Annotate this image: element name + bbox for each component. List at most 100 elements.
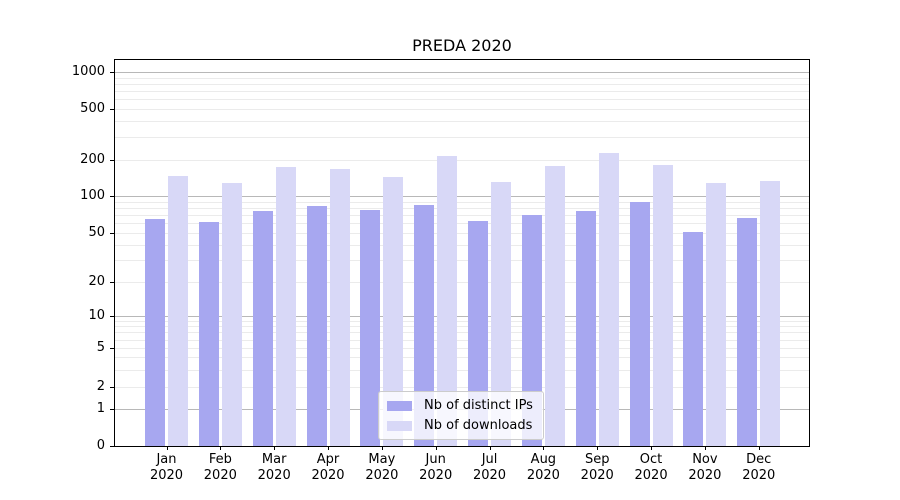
x-tick-label: Feb 2020	[188, 452, 252, 484]
legend-entry-distinct-ips: Nb of distinct IPs	[387, 398, 533, 413]
bar-downloads-oct	[652, 165, 673, 446]
plot-area	[114, 59, 810, 447]
y-tick-mark	[110, 316, 114, 317]
x-tick-year: 2020	[419, 468, 453, 483]
x-tick-year: 2020	[311, 468, 345, 483]
bar-distinct-ips-aug	[521, 215, 542, 446]
bar-downloads-jun	[437, 155, 458, 446]
y-tick-mark	[110, 72, 114, 73]
gridline-minor	[115, 348, 809, 349]
x-tick-month: Feb	[208, 452, 232, 467]
bar-downloads-mar	[275, 167, 296, 446]
x-tick-year: 2020	[688, 468, 722, 483]
gridline-minor	[115, 160, 809, 161]
bar-downloads-feb	[221, 182, 242, 446]
bar-downloads-jul	[491, 181, 512, 446]
x-tick-mark	[328, 446, 330, 450]
y-tick-label: 0	[96, 438, 105, 453]
gridline-minor	[115, 83, 809, 85]
x-tick-month: Dec	[746, 452, 772, 467]
gridline-minor	[115, 215, 809, 217]
gridline-minor	[115, 109, 809, 110]
bar-distinct-ips-jul	[468, 220, 489, 446]
gridline-minor	[115, 77, 809, 79]
bar-distinct-ips-feb	[198, 221, 219, 446]
gridline-minor	[115, 233, 809, 234]
y-tick-mark	[110, 348, 114, 349]
y-tick-label: 20	[88, 274, 105, 289]
y-tick-mark	[110, 160, 114, 161]
gridline-minor	[115, 91, 809, 93]
x-tick-label: Jul 2020	[458, 452, 522, 484]
x-tick-label: Apr 2020	[296, 452, 360, 484]
x-tick-mark	[274, 446, 276, 450]
y-tick-label: 2	[96, 379, 105, 394]
gridline-minor	[115, 260, 809, 262]
x-tick-mark	[435, 446, 437, 450]
legend-entry-downloads: Nb of downloads	[387, 418, 533, 433]
y-tick-label: 500	[80, 101, 105, 116]
x-tick-month: Mar	[261, 452, 287, 467]
x-tick-label: Jan 2020	[135, 452, 199, 484]
x-tick-label: May 2020	[350, 452, 414, 484]
gridline-minor	[115, 99, 809, 101]
gridline-major	[115, 72, 809, 73]
x-tick-mark	[651, 446, 653, 450]
legend-label-distinct-ips: Nb of distinct IPs	[424, 398, 533, 413]
y-tick-mark	[110, 446, 114, 447]
y-tick-mark	[110, 282, 114, 283]
x-tick-mark	[704, 446, 706, 450]
gridline-minor	[115, 137, 809, 139]
bar-distinct-ips-may	[360, 209, 381, 446]
bar-downloads-aug	[544, 165, 565, 446]
x-tick-label: Dec 2020	[727, 452, 791, 484]
chart-title: PREDA 2020	[412, 36, 512, 55]
x-tick-month: Jul	[481, 452, 498, 467]
x-tick-mark	[166, 446, 168, 450]
gridline-minor	[115, 332, 809, 334]
gridline-minor	[115, 201, 809, 203]
x-tick-year: 2020	[580, 468, 614, 483]
x-tick-year: 2020	[634, 468, 668, 483]
x-tick-month: Oct	[639, 452, 663, 467]
y-tick-label: 100	[80, 188, 105, 203]
bar-distinct-ips-dec	[737, 218, 758, 446]
gridline-minor	[115, 357, 809, 359]
x-tick-month: Apr	[316, 452, 340, 467]
y-tick-label: 200	[80, 152, 105, 167]
gridline-minor	[115, 320, 809, 322]
y-tick-mark	[110, 196, 114, 197]
bar-distinct-ips-sep	[575, 211, 596, 446]
x-tick-year: 2020	[149, 468, 184, 483]
x-tick-year: 2020	[203, 468, 237, 483]
x-tick-mark	[597, 446, 599, 450]
x-tick-label: Oct 2020	[619, 452, 683, 484]
gridline-minor	[115, 369, 809, 371]
y-tick-mark	[110, 387, 114, 388]
gridline-minor	[115, 121, 809, 123]
gridline-minor	[115, 282, 809, 283]
x-tick-year: 2020	[472, 468, 507, 483]
legend: Nb of distinct IPs Nb of downloads	[378, 391, 544, 440]
legend-swatch-distinct-ips	[387, 400, 412, 411]
x-tick-mark	[381, 446, 383, 450]
bar-downloads-sep	[598, 153, 619, 446]
bar-distinct-ips-jun	[414, 205, 435, 446]
x-tick-mark	[220, 446, 222, 450]
bar-downloads-may	[383, 176, 404, 446]
x-tick-label: Aug 2020	[511, 452, 575, 484]
y-tick-mark	[110, 233, 114, 234]
x-tick-mark	[758, 446, 760, 450]
x-tick-label: Mar 2020	[242, 452, 306, 484]
x-tick-month: Aug	[530, 452, 557, 467]
legend-swatch-downloads	[387, 420, 412, 431]
x-tick-month: Nov	[692, 452, 718, 467]
x-tick-mark	[489, 446, 491, 450]
y-tick-label: 1	[96, 401, 105, 416]
bar-distinct-ips-mar	[252, 211, 273, 446]
x-tick-month: May	[368, 452, 396, 467]
gridline-major	[115, 316, 809, 317]
bar-distinct-ips-apr	[306, 205, 327, 446]
x-tick-month: Sep	[584, 452, 610, 467]
